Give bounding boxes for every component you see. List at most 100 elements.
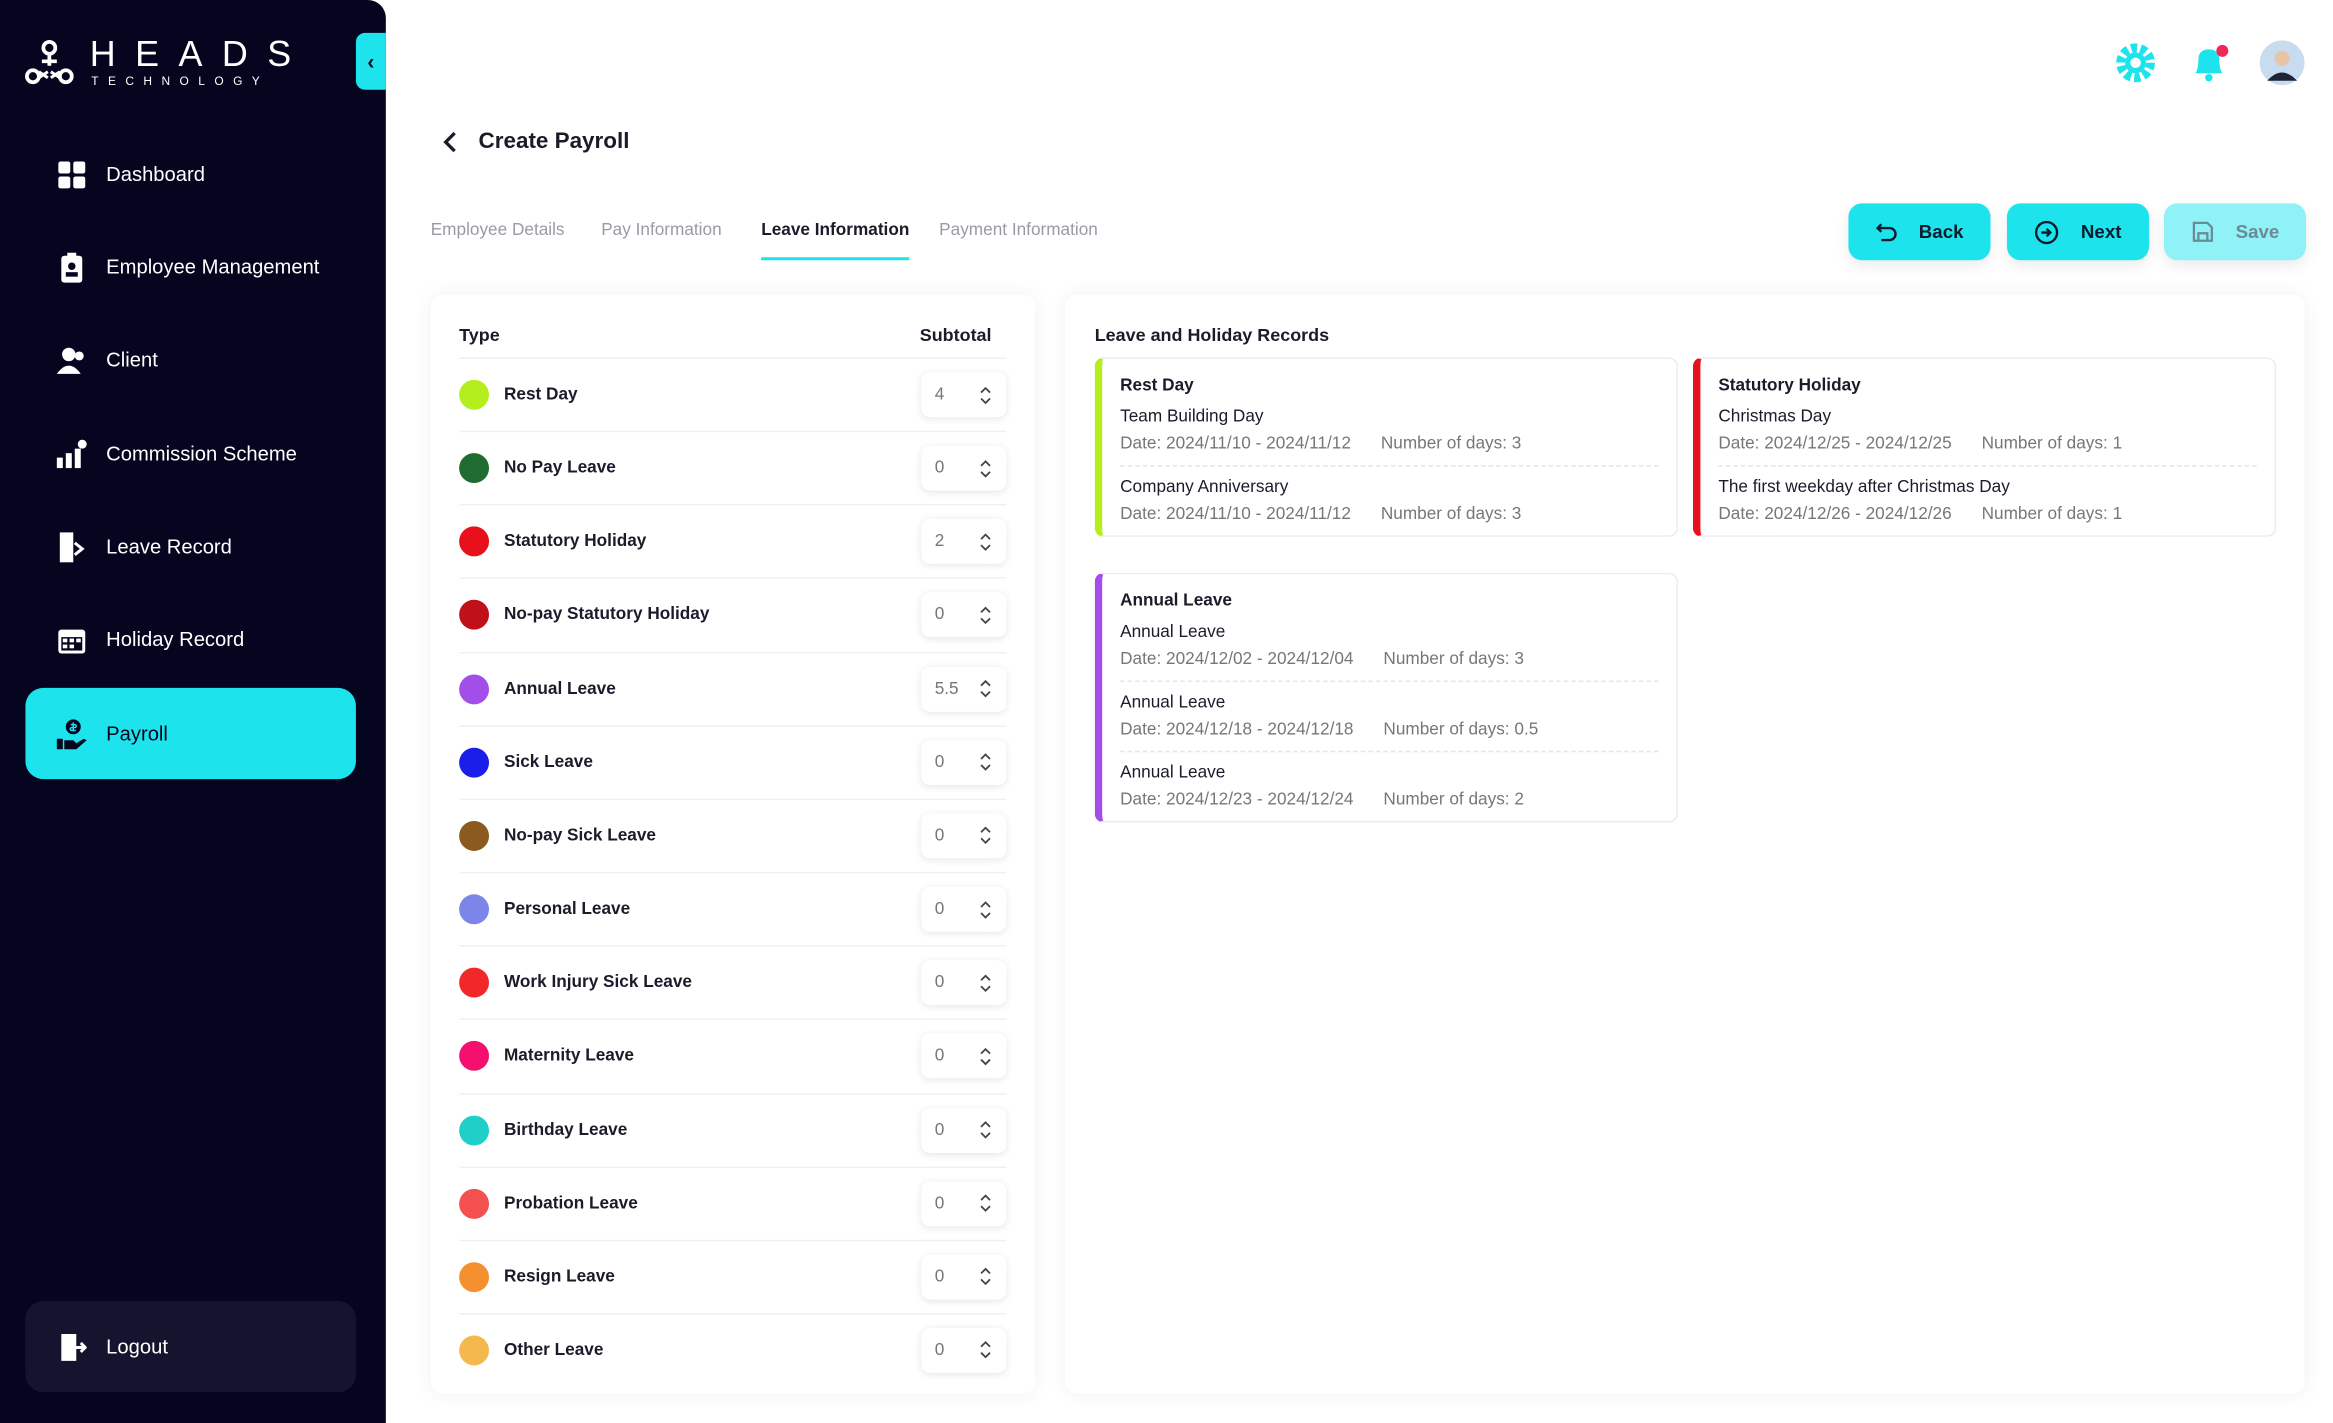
stepper-arrows-icon[interactable] [980, 1120, 992, 1139]
stepper-arrows-icon[interactable] [980, 753, 992, 772]
subtotal-stepper[interactable]: 0 [921, 887, 1006, 932]
subtotal-stepper[interactable]: 5.5 [921, 666, 1006, 711]
record-card-title: Rest Day [1120, 376, 1194, 395]
leave-type-name: Annual Leave [503, 679, 616, 698]
leave-type-row: Sick Leave 0 [459, 724, 1007, 798]
record-name: The first weekday after Christmas Day [1718, 478, 2010, 497]
color-dot [459, 453, 490, 484]
record-days: Number of days: 3 [1381, 435, 1522, 453]
subtotal-stepper[interactable]: 0 [921, 1328, 1006, 1373]
color-dot [459, 894, 490, 925]
next-button[interactable]: Next [2006, 203, 2150, 261]
subtotal-stepper[interactable]: 0 [921, 740, 1006, 785]
payroll-icon [55, 717, 88, 750]
sidebar-item-employee-management[interactable]: Employee Management [25, 221, 356, 312]
date-label: Date: [1718, 505, 1760, 524]
days-label: Number of days: [1383, 650, 1510, 669]
bell-icon[interactable] [2186, 40, 2231, 85]
sidebar-item-payroll[interactable]: Payroll [25, 687, 356, 780]
days-label: Number of days: [1981, 435, 2108, 454]
tab-leave-information[interactable]: Leave Information [761, 221, 910, 261]
save-button[interactable]: Save [2163, 203, 2307, 261]
stepper-arrows-icon[interactable] [980, 679, 992, 698]
subtotal-stepper[interactable]: 4 [921, 372, 1006, 417]
record-date: Date: 2024/12/23 - 2024/12/24 [1120, 791, 1353, 809]
sidebar: HEADS TECHNOLOGY Logout Dashboard Employe… [0, 0, 386, 1423]
days-value: 2 [1514, 791, 1524, 810]
color-dot [459, 820, 490, 851]
stepper-arrows-icon[interactable] [980, 1267, 992, 1286]
stepper-arrows-icon[interactable] [980, 1194, 992, 1213]
leave-type-row: Rest Day 4 [459, 357, 1007, 430]
record-details: Date: 2024/12/23 - 2024/12/24 Number of d… [1120, 791, 1658, 809]
subtotal-stepper[interactable]: 2 [921, 519, 1006, 564]
record-date: Date: 2024/11/10 - 2024/11/12 [1120, 435, 1351, 453]
subtotal-stepper[interactable]: 0 [921, 593, 1006, 638]
stepper-arrows-icon[interactable] [980, 532, 992, 551]
sidebar-item-client[interactable]: Client [25, 314, 356, 405]
stepper-arrows-icon[interactable] [980, 385, 992, 404]
sidebar-item-holiday-record[interactable]: Holiday Record [25, 594, 356, 685]
record-card: Statutory Holiday Christmas Day Date: 2024… [1692, 357, 2277, 537]
record-date: Date: 2024/12/18 - 2024/12/18 [1120, 721, 1353, 739]
sidebar-item-label: Leave Record [106, 535, 232, 558]
dashboard-icon [55, 158, 88, 191]
subtotal-stepper[interactable]: 0 [921, 1181, 1006, 1226]
col-subtotal: Subtotal [919, 324, 992, 346]
calendar-icon [55, 623, 88, 656]
color-dot [459, 1188, 490, 1219]
tab-payment-information[interactable]: Payment Information [939, 221, 1098, 240]
sidebar-item-label: Client [106, 348, 158, 371]
logout-button[interactable]: Logout [25, 1301, 356, 1393]
arrow-circle-right-icon [2035, 220, 2059, 244]
subtotal-stepper[interactable]: 0 [921, 1034, 1006, 1079]
subtotal-stepper[interactable]: 0 [921, 960, 1006, 1005]
stepper-arrows-icon[interactable] [980, 900, 992, 919]
stepper-arrows-icon[interactable] [980, 1341, 992, 1360]
stepper-arrows-icon[interactable] [980, 973, 992, 992]
sidebar-item-commission-scheme[interactable]: Commission Scheme [25, 408, 356, 499]
record-days: Number of days: 0.5 [1383, 721, 1538, 739]
stepper-arrows-icon[interactable] [980, 459, 992, 478]
subtotal-stepper[interactable]: 0 [921, 446, 1006, 491]
record-name: Annual Leave [1120, 764, 1226, 783]
tab-pay-information[interactable]: Pay Information [601, 221, 722, 240]
subtotal-value: 5.5 [934, 679, 959, 698]
leave-type-name: Resign Leave [503, 1267, 615, 1286]
record-details: Date: 2024/11/10 - 2024/11/12 Number of d… [1120, 505, 1658, 523]
leave-type-row: Personal Leave 0 [459, 871, 1007, 945]
logo-icon [25, 40, 74, 85]
avatar[interactable] [2259, 40, 2305, 86]
collapse-sidebar-button[interactable]: ‹ [355, 32, 386, 90]
subtotal-stepper[interactable]: 0 [921, 1254, 1006, 1299]
back-button[interactable]: Back [1848, 203, 1991, 261]
stepper-arrows-icon[interactable] [980, 826, 992, 845]
back-arrow-icon[interactable] [443, 129, 458, 153]
tab-employee-details[interactable]: Employee Details [430, 221, 565, 240]
next-label: Next [2080, 221, 2122, 243]
subtotal-stepper[interactable]: 0 [921, 1107, 1006, 1152]
subtotal-value: 0 [934, 1047, 945, 1066]
sidebar-item-leave-record[interactable]: Leave Record [25, 501, 356, 592]
subtotal-value: 0 [934, 826, 945, 845]
record-date: Date: 2024/11/10 - 2024/11/12 [1120, 505, 1351, 523]
sidebar-item-dashboard[interactable]: Dashboard [25, 129, 356, 220]
color-dot [459, 747, 490, 778]
date-label: Date: [1120, 505, 1162, 524]
stepper-arrows-icon[interactable] [980, 606, 992, 625]
leave-type-row: Maternity Leave 0 [459, 1018, 1007, 1092]
stepper-arrows-icon[interactable] [980, 1047, 992, 1066]
record-details: Date: 2024/12/18 - 2024/12/18 Number of d… [1120, 721, 1658, 739]
subtotal-value: 0 [934, 1267, 945, 1286]
gear-icon[interactable] [2113, 40, 2158, 85]
subtotal-value: 0 [934, 459, 945, 478]
color-dot [459, 1114, 490, 1145]
days-label: Number of days: [1981, 505, 2108, 524]
subtotal-value: 0 [934, 606, 945, 625]
leave-type-row: Work Injury Sick Leave 0 [459, 945, 1007, 1018]
leave-type-row: Other Leave 0 [459, 1312, 1007, 1386]
leave-type-row: No-pay Statutory Holiday 0 [459, 577, 1007, 651]
record-date: Date: 2024/12/02 - 2024/12/04 [1120, 651, 1353, 669]
subtotal-stepper[interactable]: 0 [921, 813, 1006, 858]
days-label: Number of days: [1383, 720, 1510, 739]
